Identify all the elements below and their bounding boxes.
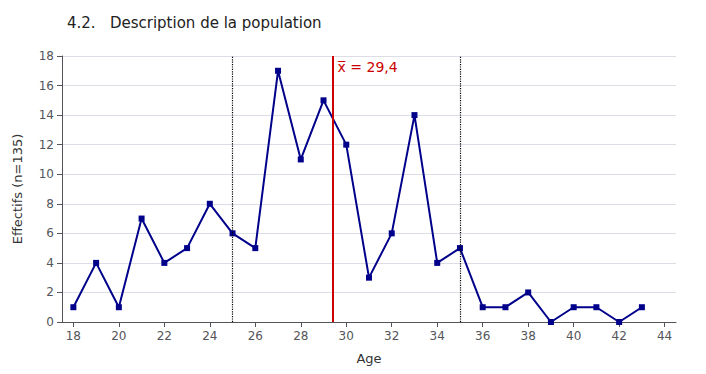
- svg-text:4: 4: [46, 256, 54, 270]
- svg-text:28: 28: [293, 329, 308, 343]
- svg-text:20: 20: [111, 329, 126, 343]
- svg-text:32: 32: [384, 329, 399, 343]
- svg-text:24: 24: [202, 329, 217, 343]
- svg-text:44: 44: [657, 329, 672, 343]
- svg-text:18: 18: [66, 329, 81, 343]
- svg-text:42: 42: [612, 329, 627, 343]
- svg-text:0: 0: [46, 315, 54, 329]
- svg-text:16: 16: [39, 79, 54, 93]
- svg-text:26: 26: [248, 329, 263, 343]
- svg-text:30: 30: [339, 329, 354, 343]
- svg-text:40: 40: [566, 329, 581, 343]
- svg-text:14: 14: [39, 108, 54, 122]
- svg-text:8: 8: [46, 197, 54, 211]
- svg-text:18: 18: [39, 49, 54, 63]
- svg-text:34: 34: [430, 329, 445, 343]
- svg-text:Age: Age: [356, 351, 381, 366]
- svg-text:6: 6: [46, 226, 54, 240]
- svg-text:10: 10: [39, 167, 54, 181]
- svg-text:4.2. Description de la popul: 4.2. Description de la population: [67, 14, 322, 32]
- svg-text:Effectifs (n=135): Effectifs (n=135): [10, 134, 25, 245]
- svg-text:36: 36: [475, 329, 490, 343]
- svg-text:38: 38: [521, 329, 536, 343]
- svg-text:22: 22: [157, 329, 172, 343]
- svg-text:x̅ = 29,4: x̅ = 29,4: [337, 59, 398, 75]
- svg-text:2: 2: [46, 285, 54, 299]
- svg-text:12: 12: [39, 138, 54, 152]
